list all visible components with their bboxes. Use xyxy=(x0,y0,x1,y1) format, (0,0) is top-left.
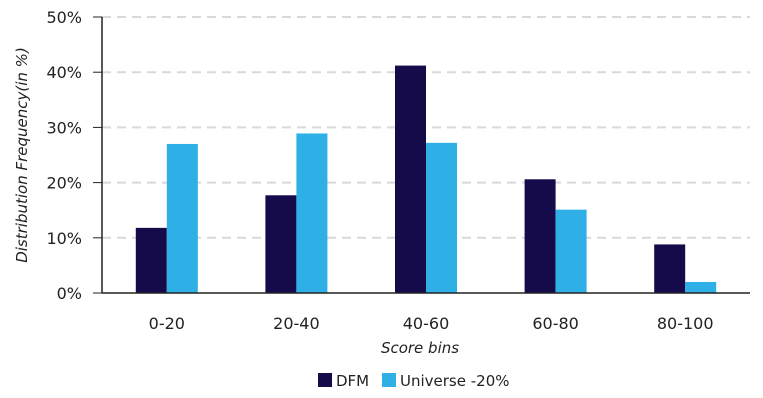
bar-universe-60-80 xyxy=(555,209,587,293)
bars xyxy=(135,65,717,294)
bar-universe-40-60 xyxy=(426,142,457,293)
x-axis-title: Score bins xyxy=(381,339,459,357)
legend-label-dfm: DFM xyxy=(336,372,369,390)
legend-label-universe: Universe -20% xyxy=(400,372,510,390)
bar-dfm-20-40 xyxy=(265,195,297,293)
legend-swatch-universe xyxy=(382,373,396,387)
bar-dfm-60-80 xyxy=(524,179,556,293)
y-tick-label: 30% xyxy=(46,118,82,137)
x-tick-label: 40-60 xyxy=(403,314,450,333)
y-axis-title: Distribution Frequency(in %) xyxy=(13,47,31,263)
legend-swatch-dfm xyxy=(318,373,332,387)
x-tick-label: 80-100 xyxy=(657,314,714,333)
y-tick-label: 50% xyxy=(46,8,82,27)
x-tick-label: 20-40 xyxy=(273,314,320,333)
y-tick-label: 10% xyxy=(46,229,82,248)
x-tick-label: 0-20 xyxy=(149,314,185,333)
bar-dfm-0-20 xyxy=(135,227,167,293)
y-tick-label: 20% xyxy=(46,174,82,193)
bar-universe-0-20 xyxy=(166,143,198,293)
y-tick-label: 40% xyxy=(46,63,82,82)
y-tick-label: 0% xyxy=(57,284,82,303)
bar-universe-80-100 xyxy=(685,281,717,293)
y-axis-ticks: 0% 10% 20% 30% 40% 50% xyxy=(46,8,103,303)
legend: DFM Universe -20% xyxy=(318,372,510,390)
bar-dfm-40-60 xyxy=(395,65,426,294)
bar-dfm-80-100 xyxy=(654,244,686,293)
x-axis-ticks: 0-20 20-40 40-60 60-80 80-100 xyxy=(149,314,714,333)
bar-universe-20-40 xyxy=(296,133,328,293)
x-tick-label: 60-80 xyxy=(532,314,579,333)
